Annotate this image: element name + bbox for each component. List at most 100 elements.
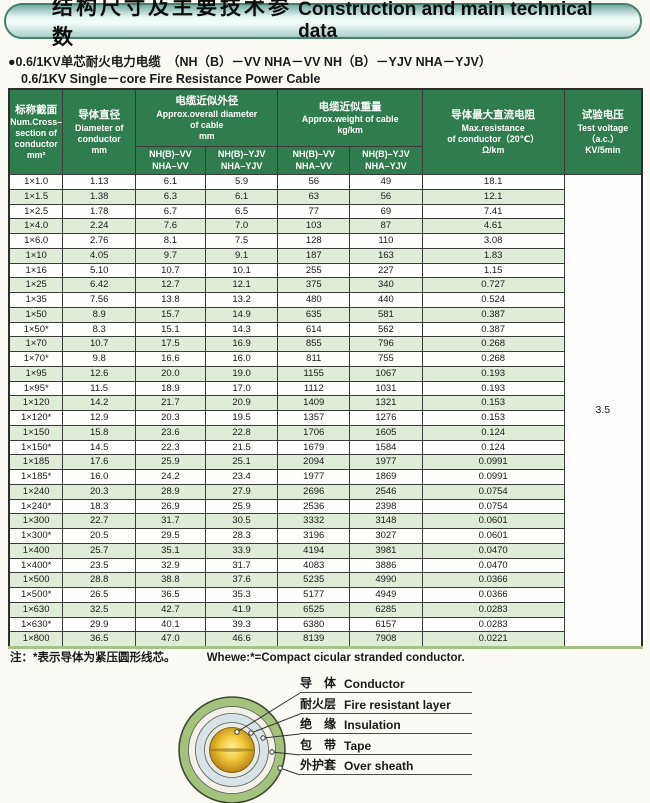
- table-cell: 1.83: [421, 247, 565, 264]
- table-cell: 6.42: [62, 277, 137, 293]
- table-cell: 2094: [277, 454, 350, 470]
- table-row: 1×16 5.10 10.7 10.1 255 227 1.15: [8, 262, 642, 279]
- table-cell: 27.9: [204, 483, 279, 500]
- table-cell: 4990: [349, 572, 423, 588]
- table-cell: 16.0: [204, 351, 279, 367]
- table-cell: 855: [277, 336, 350, 352]
- table-cell: 0.268: [421, 351, 565, 367]
- table-cell: 7.6: [135, 218, 206, 234]
- table-cell: 56: [349, 188, 423, 205]
- table-row: 1×800 36.5 47.0 46.6 8139 7908 0.0221: [8, 631, 642, 648]
- table-cell: 1×400*: [8, 557, 64, 574]
- table-cell: 12.6: [62, 365, 137, 382]
- table-cell: 16.9: [204, 336, 279, 352]
- page-title-en: Construction and main technical data: [298, 0, 593, 42]
- table-cell: 440: [349, 292, 423, 308]
- table-cell: 1×1.0: [8, 174, 64, 190]
- table-cell: 1.15: [421, 262, 565, 279]
- table-cell: 1×185*: [8, 469, 64, 485]
- table-row: 1×50 8.9 15.7 14.9 635 581 0.387: [8, 306, 642, 323]
- cable-cross-section-drawing: [178, 692, 301, 803]
- table-cell: 77: [277, 203, 350, 220]
- table-cell: 25.9: [135, 454, 206, 470]
- table-cell: 1321: [349, 395, 423, 411]
- table-cell: 19.5: [204, 410, 279, 426]
- col-header-resistance: 导体最大直流电阻 Max.resistance of conductor（20℃…: [421, 88, 565, 175]
- table-row: 1×1.0 1.13 6.1 5.9 56 49 18.1 3.5: [8, 174, 643, 648]
- table-cell: 16.0: [62, 469, 137, 485]
- diagram-label-fire-resistant-layer: 耐火层 Fire resistant layer: [300, 697, 472, 714]
- table-cell: 24.2: [135, 469, 206, 485]
- header-banner: 结构尺寸及主要技术参数 Construction and main techni…: [4, 0, 642, 49]
- col-header-weight: 电缆近似重量 Approx.weight of cable kg/km: [277, 88, 423, 147]
- table-cell: 1×70: [8, 336, 64, 352]
- table-cell: 1×95: [8, 365, 64, 382]
- table-cell: 0.124: [421, 424, 565, 441]
- table-cell: 13.8: [135, 292, 206, 308]
- table-cell: 18.3: [62, 498, 137, 515]
- table-cell: 1357: [277, 410, 350, 426]
- table-cell: 1×120: [8, 395, 64, 411]
- table-row: 1×400 25.7 35.1 33.9 4194 3981 0.0470: [8, 542, 642, 559]
- table-cell: 13.2: [204, 292, 279, 308]
- table-cell: 6.1: [204, 188, 279, 205]
- table-cell: 29.5: [135, 528, 206, 544]
- table-cell: 36.5: [62, 631, 137, 648]
- table-cell: 23.6: [135, 424, 206, 441]
- table-cell: 3027: [349, 528, 423, 544]
- table-cell: 18.9: [135, 380, 206, 397]
- table-cell: 40.1: [135, 616, 206, 633]
- table-cell: 20.0: [135, 365, 206, 382]
- table-cell: 0.153: [421, 410, 565, 426]
- table-cell: 6525: [277, 601, 350, 618]
- table-cell: 21.7: [135, 395, 206, 411]
- table-cell: 3981: [349, 542, 423, 559]
- table-cell: 0.0754: [421, 498, 565, 515]
- table-cell: 1.13: [62, 174, 137, 190]
- table-cell: 103: [277, 218, 350, 234]
- table-cell: 6.7: [135, 203, 206, 220]
- table-cell: 1×500*: [8, 587, 64, 603]
- subcol-weight-yjv: NH(B)–YJV NHA–YJV: [349, 146, 423, 175]
- table-cell: 0.0601: [421, 528, 565, 544]
- table-cell: 5.10: [62, 262, 137, 279]
- product-subtitle: ●0.6/1KV单芯耐火电力电缆 （NH（B）－VV NHA－VV NH（B）－…: [8, 54, 491, 88]
- table-cell: 1×150: [8, 424, 64, 441]
- table-row: 1×500 28.8 38.8 37.6 5235 4990 0.0366: [8, 572, 642, 588]
- table-cell: 22.8: [204, 424, 279, 441]
- table-cell: 1×4.0: [8, 218, 64, 234]
- table-row: 1×95* 11.5 18.9 17.0 1112 1031 0.193: [8, 380, 642, 397]
- table-cell: 1×2.5: [8, 203, 64, 220]
- table-cell: 0.524: [421, 292, 565, 308]
- table-cell: 0.193: [421, 380, 565, 397]
- table-cell: 23.4: [204, 469, 279, 485]
- leader-dots: [234, 729, 283, 771]
- table-cell: 26.9: [135, 498, 206, 515]
- table-cell: 20.3: [62, 483, 137, 500]
- table-row: 1×240* 18.3 26.9 25.9 2536 2398 0.0754: [8, 498, 642, 515]
- table-cell: 49: [349, 174, 423, 190]
- table-row: 1×6.0 2.76 8.1 7.5 128 110 3.08: [8, 233, 642, 249]
- table-body: 1×1.0 1.13 6.1 5.9 56 49 18.1 3.5 1×1.5 1.38 6.3 6.…: [8, 174, 643, 648]
- table-cell: 0.0754: [421, 483, 565, 500]
- table-cell: 1×300: [8, 513, 64, 529]
- table-cell: 6.1: [135, 174, 206, 190]
- table-cell: 4194: [277, 542, 350, 559]
- table-cell: 1584: [349, 439, 423, 456]
- table-cell: 7.5: [204, 233, 279, 249]
- diagram-label-insulation: 绝 缘 Insulation: [300, 717, 472, 734]
- table-cell: 3332: [277, 513, 350, 529]
- table-cell: 1×500: [8, 572, 64, 588]
- table-cell: 5.9: [204, 174, 279, 190]
- table-cell: 0.0470: [421, 557, 565, 574]
- table-cell: 18.1: [421, 174, 565, 190]
- table-cell: 1×630*: [8, 616, 64, 633]
- table-cell: 1869: [349, 469, 423, 485]
- table-cell: 128: [277, 233, 350, 249]
- table-cell: 0.0470: [421, 542, 565, 559]
- table-cell: 0.387: [421, 306, 565, 323]
- table-cell: 581: [349, 306, 423, 323]
- table-cell: 0.0991: [421, 454, 565, 470]
- table-cell: 35.3: [204, 587, 279, 603]
